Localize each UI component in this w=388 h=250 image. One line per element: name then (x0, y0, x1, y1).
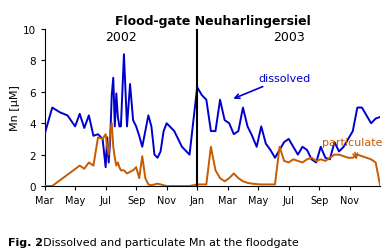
Text: particulate: particulate (322, 138, 383, 158)
Text: 2003: 2003 (273, 31, 305, 44)
Text: 2002: 2002 (105, 31, 137, 44)
Text: Fig. 2: Fig. 2 (8, 238, 43, 248)
Text: dissolved: dissolved (235, 74, 310, 99)
Text: : Dissolved and particulate Mn at the floodgate: : Dissolved and particulate Mn at the fl… (36, 238, 298, 248)
Y-axis label: Mn [μM]: Mn [μM] (10, 85, 20, 131)
Title: Flood-gate Neuharlingersiel: Flood-gate Neuharlingersiel (114, 14, 310, 28)
